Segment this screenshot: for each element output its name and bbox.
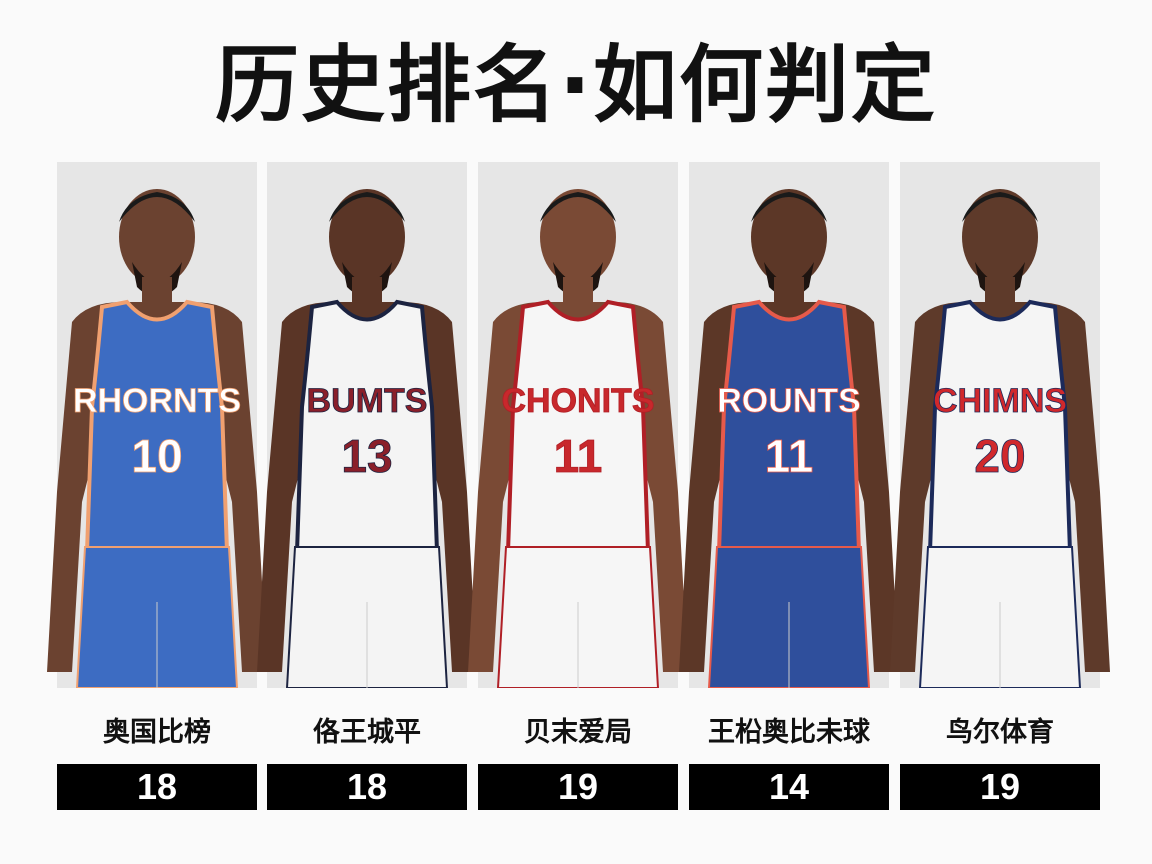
player-score: 19: [900, 764, 1100, 810]
jersey-text: CHIMNS: [933, 382, 1067, 420]
player-photo: CHONITS 11: [468, 162, 688, 688]
jersey-number: 10: [131, 430, 182, 482]
page-title: 历史排名·如何判定: [215, 36, 937, 134]
player-figure: CHIMNS 20: [890, 189, 1110, 688]
jersey-text: BUMTS: [307, 382, 428, 420]
jersey-text: RHORNTS: [73, 382, 241, 420]
player-photo: CHIMNS 20: [890, 162, 1110, 688]
player-name: 奥国比榜: [103, 717, 211, 748]
player-photo: BUMTS 13: [257, 162, 477, 688]
player-name: 佫王城平: [313, 717, 421, 748]
jersey-number: 20: [974, 430, 1025, 482]
player-name: 鸟尔体育: [946, 717, 1054, 748]
player-figure: BUMTS 13: [257, 189, 477, 688]
player-score: 18: [267, 764, 467, 810]
player-name: 王柗奥比未球: [708, 717, 870, 748]
player-photo: ROUNTS 11: [679, 162, 899, 688]
player-score: 14: [689, 764, 889, 810]
jersey-text: ROUNTS: [717, 382, 861, 420]
player-figure: ROUNTS 11: [679, 189, 899, 688]
jersey-number: 13: [341, 430, 392, 482]
player-figure: RHORNTS 10: [47, 189, 267, 688]
jersey-text: CHONITS: [502, 382, 655, 420]
player-score: 19: [478, 764, 678, 810]
jersey-number: 11: [554, 430, 603, 482]
player-score: 18: [57, 764, 257, 810]
player-figure: CHONITS 11: [468, 189, 688, 688]
player-name: 贝末爱局: [524, 717, 632, 748]
jersey-number: 11: [765, 430, 814, 482]
player-photo: RHORNTS 10: [47, 162, 267, 688]
